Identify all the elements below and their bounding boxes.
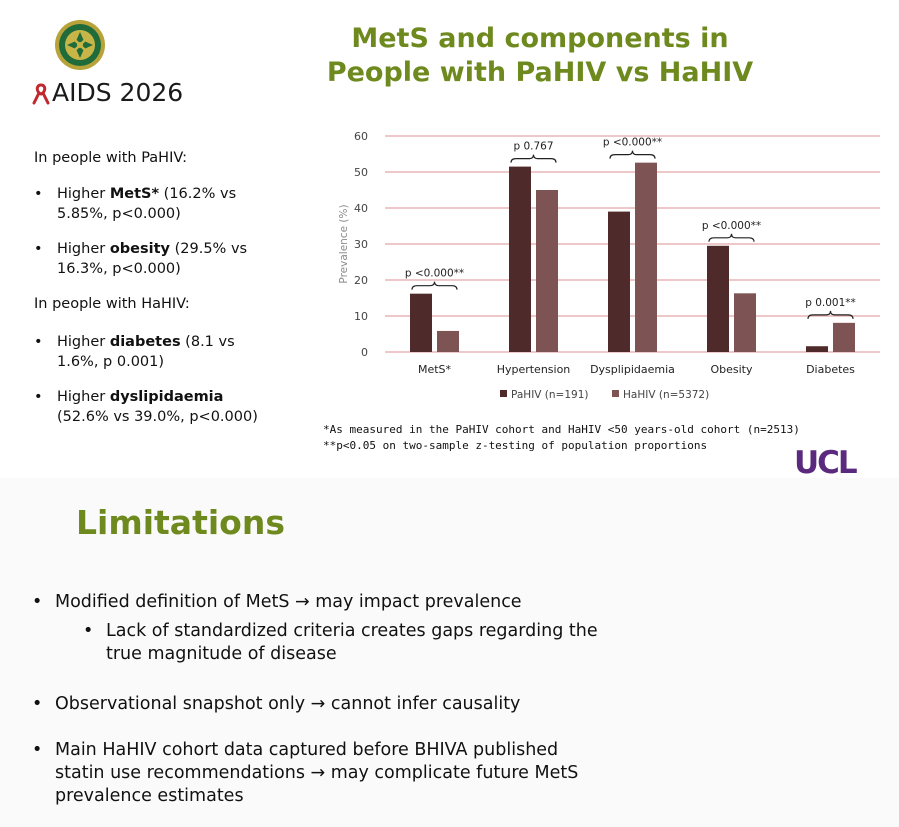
y-axis-label: Prevalence (%) — [338, 204, 350, 283]
slide-title: MetS and components in People with PaHIV… — [260, 22, 820, 90]
x-category-label: Hypertension — [497, 363, 571, 376]
bullet-icon: • — [32, 740, 43, 760]
pahiv-heading: In people with PaHIV: — [34, 150, 187, 166]
x-category-label: Diabetes — [806, 363, 855, 376]
x-category-label: Dysplipidaemia — [590, 363, 675, 376]
significance-bracket — [609, 150, 656, 159]
bar-hahiv — [635, 162, 657, 352]
bar-hahiv — [437, 330, 459, 352]
slide-title-line2: People with PaHIV vs HaHIV — [326, 57, 754, 88]
hahiv-heading: In people with HaHIV: — [34, 296, 190, 312]
y-tick-label: 40 — [354, 202, 368, 215]
footnote-significance: **p<0.05 on two-sample z-testing of popu… — [323, 439, 708, 452]
bar-pahiv — [608, 211, 630, 352]
pahiv-bullet-obesity: • Higher obesity (29.5% vs 16.3%, p<0.00… — [34, 241, 248, 277]
significance-bracket — [510, 154, 557, 163]
y-tick-label: 10 — [354, 310, 368, 323]
bullet-icon: • — [34, 241, 43, 257]
bullet-icon: • — [34, 389, 43, 405]
bullet-icon: • — [34, 334, 43, 350]
bar-pahiv — [806, 346, 828, 352]
p-value-annotation: p <0.000** — [702, 220, 761, 232]
p-value-annotation: p <0.000** — [405, 268, 464, 280]
bar-pahiv — [410, 293, 432, 352]
bar-hahiv — [536, 190, 558, 352]
legend-swatch-hahiv — [612, 390, 619, 397]
slide-top-panel — [0, 0, 899, 478]
ucl-logo: UCL — [794, 445, 858, 481]
significance-bracket — [411, 281, 458, 290]
y-tick-label: 20 — [354, 274, 368, 287]
bullet-icon: • — [32, 592, 43, 612]
footnote-cohort: *As measured in the PaHIV cohort and HaH… — [323, 423, 800, 436]
slide-bottom-panel — [0, 478, 899, 827]
p-value-annotation: p 0.767 — [513, 141, 553, 153]
limitation-item-bhiva: • Main HaHIV cohort data captured before… — [32, 740, 579, 806]
red-ribbon-icon — [32, 82, 52, 106]
y-tick-label: 60 — [354, 130, 368, 143]
bullet-icon: • — [83, 621, 94, 641]
conference-emblem-icon — [55, 20, 105, 70]
x-category-label: MetS* — [418, 363, 452, 376]
bar-pahiv — [707, 245, 729, 352]
limitations-title: Limitations — [76, 503, 285, 542]
pahiv-bullet-mets: • Higher MetS* (16.2% vs 5.85%, p<0.000) — [34, 186, 237, 222]
limitation-item-observational: • Observational snapshot only → cannot i… — [32, 694, 521, 714]
legend-label-pahiv: PaHIV (n=191) — [511, 389, 589, 401]
bar-hahiv — [833, 322, 855, 352]
hahiv-bullet-dyslipidaemia: • Higher dyslipidaemia (52.6% vs 39.0%, … — [34, 389, 258, 425]
limitation-subitem-criteria: • Lack of standardized criteria creates … — [83, 621, 598, 664]
significance-bracket — [807, 310, 854, 319]
x-category-label: Obesity — [710, 363, 753, 376]
y-tick-label: 30 — [354, 238, 368, 251]
bar-pahiv — [509, 166, 531, 352]
p-value-annotation: p 0.001** — [805, 297, 856, 309]
y-tick-label: 0 — [361, 346, 368, 359]
bar-hahiv — [734, 293, 756, 352]
bullet-icon: • — [34, 186, 43, 202]
limitation-item-definition: • Modified definition of MetS → may impa… — [32, 592, 522, 612]
legend-swatch-pahiv — [500, 390, 507, 397]
slide-title-line1: MetS and components in — [351, 23, 729, 54]
hahiv-bullet-diabetes: • Higher diabetes (8.1 vs 1.6%, p 0.001) — [34, 334, 235, 370]
prevalence-bar-chart: 0 10 20 30 40 50 60 Prevalence (%) MetS* p <0.000… — [338, 130, 880, 401]
y-tick-label: 50 — [354, 166, 368, 179]
bullet-icon: • — [32, 694, 43, 714]
p-value-annotation: p <0.000** — [603, 137, 662, 149]
legend-label-hahiv: HaHIV (n=5372) — [623, 389, 709, 401]
conference-name: AIDS 2026 — [52, 78, 184, 107]
significance-bracket — [708, 233, 755, 242]
